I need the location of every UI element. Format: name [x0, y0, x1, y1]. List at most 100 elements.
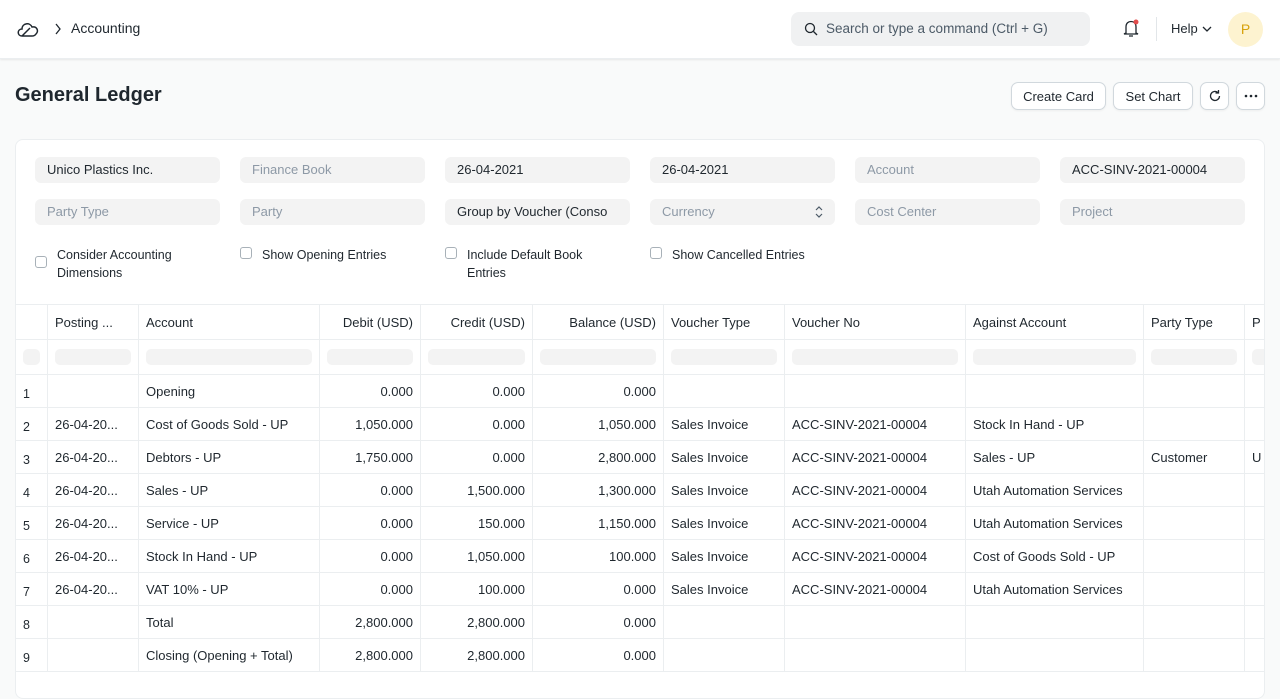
app-logo[interactable] — [16, 18, 40, 40]
table-cell: ACC-SINV-2021-00004 — [785, 507, 966, 540]
row-index: 3 — [16, 441, 48, 474]
column-header[interactable]: Voucher No — [785, 305, 966, 340]
column-header[interactable]: Credit (USD) — [421, 305, 533, 340]
row-index: 2 — [16, 408, 48, 441]
checkbox-label[interactable]: Show Cancelled Entries — [672, 246, 812, 264]
table-cell — [1144, 573, 1245, 606]
button[interactable]: Set Chart — [1113, 82, 1193, 110]
column-filter[interactable] — [1151, 349, 1237, 365]
column-filter[interactable] — [23, 349, 40, 365]
table-cell: 0.000 — [533, 639, 664, 672]
column-filter[interactable] — [146, 349, 312, 365]
filter-cell — [139, 340, 320, 375]
checkbox-label[interactable]: Consider Accounting Dimensions — [57, 246, 197, 282]
filter-cell — [16, 340, 48, 375]
table-cell — [1245, 573, 1265, 606]
filter-text: Party — [252, 199, 413, 225]
filter-input[interactable]: 26-04-2021 — [650, 157, 835, 183]
table-cell: 1,500.000 — [421, 474, 533, 507]
filter-input[interactable]: Finance Book — [240, 157, 425, 183]
navbar: Accounting Search or type a command (Ctr… — [0, 0, 1280, 59]
filter-text: ACC-SINV-2021-00004 — [1072, 157, 1233, 183]
checkbox-label[interactable]: Show Opening Entries — [262, 246, 402, 264]
table-cell — [966, 375, 1144, 408]
breadcrumb[interactable]: Accounting — [71, 20, 140, 36]
table-cell: Cost of Goods Sold - UP — [139, 408, 320, 441]
table-cell: U — [1245, 441, 1265, 474]
table-cell: 26-04-20... — [48, 540, 139, 573]
column-header[interactable]: Debit (USD) — [320, 305, 421, 340]
more-button[interactable] — [1236, 82, 1265, 110]
table-cell: 0.000 — [320, 573, 421, 606]
column-header[interactable]: Posting ... — [48, 305, 139, 340]
column-filter[interactable] — [428, 349, 525, 365]
search-icon — [804, 22, 818, 36]
table-cell — [1245, 639, 1265, 672]
table-cell: ACC-SINV-2021-00004 — [785, 474, 966, 507]
column-filter[interactable] — [55, 349, 131, 365]
column-filter[interactable] — [792, 349, 958, 365]
table-cell — [1144, 639, 1245, 672]
filter-cell — [785, 340, 966, 375]
refresh-button[interactable] — [1200, 82, 1229, 110]
filter-input[interactable]: Currency — [650, 199, 835, 225]
row-index: 5 — [16, 507, 48, 540]
table-cell — [1144, 540, 1245, 573]
table-cell: 26-04-20... — [48, 441, 139, 474]
column-header[interactable]: Account — [139, 305, 320, 340]
table-cell — [1245, 375, 1265, 408]
filter-input[interactable]: Party — [240, 199, 425, 225]
table-cell — [1245, 507, 1265, 540]
table-cell: Utah Automation Services — [966, 573, 1144, 606]
table-cell — [785, 606, 966, 639]
table-cell: 1,750.000 — [320, 441, 421, 474]
divider — [1156, 17, 1157, 41]
filter-input[interactable]: Party Type — [35, 199, 220, 225]
column-filter[interactable] — [540, 349, 656, 365]
filter-input[interactable]: Account — [855, 157, 1040, 183]
table-cell: Utah Automation Services — [966, 474, 1144, 507]
report-card: Unico Plastics Inc. Finance Book 26-04-202… — [15, 139, 1265, 699]
filter-input[interactable]: Cost Center — [855, 199, 1040, 225]
button[interactable]: Create Card — [1011, 82, 1106, 110]
column-header[interactable]: P — [1245, 305, 1265, 340]
column-filter[interactable] — [327, 349, 413, 365]
table-cell: 0.000 — [320, 540, 421, 573]
filter-cell — [421, 340, 533, 375]
avatar[interactable]: P — [1228, 12, 1263, 47]
table-cell: 0.000 — [533, 573, 664, 606]
table-cell: Customer — [1144, 441, 1245, 474]
checkbox-label[interactable]: Include Default Book Entries — [467, 246, 607, 282]
column-header[interactable]: Against Account — [966, 305, 1144, 340]
table-cell: 26-04-20... — [48, 474, 139, 507]
column-header[interactable]: Party Type — [1144, 305, 1245, 340]
checkbox[interactable] — [240, 247, 252, 259]
column-filter[interactable] — [1252, 349, 1265, 365]
filter-input[interactable]: ACC-SINV-2021-00004 — [1060, 157, 1245, 183]
help-menu[interactable]: Help — [1171, 21, 1198, 36]
table-cell: Stock In Hand - UP — [139, 540, 320, 573]
column-filter[interactable] — [671, 349, 777, 365]
column-header[interactable]: Balance (USD) — [533, 305, 664, 340]
select-arrows — [815, 206, 823, 218]
filter-input[interactable]: Group by Voucher (Conso — [445, 199, 630, 225]
table-cell — [1144, 375, 1245, 408]
column-filter[interactable] — [973, 349, 1136, 365]
column-header[interactable]: Voucher Type — [664, 305, 785, 340]
table-cell: Sales Invoice — [664, 573, 785, 606]
table-cell — [1144, 474, 1245, 507]
column-header[interactable] — [16, 305, 48, 340]
search-bar[interactable]: Search or type a command (Ctrl + G) — [791, 12, 1090, 46]
checkbox[interactable] — [650, 247, 662, 259]
filter-input[interactable]: Project — [1060, 199, 1245, 225]
filter-cell — [966, 340, 1144, 375]
notifications[interactable] — [1123, 19, 1141, 39]
checkbox[interactable] — [35, 256, 47, 268]
filter-input[interactable]: 26-04-2021 — [445, 157, 630, 183]
checkbox[interactable] — [445, 247, 457, 259]
table-cell — [1144, 507, 1245, 540]
row-index: 8 — [16, 606, 48, 639]
table-cell: Sales Invoice — [664, 441, 785, 474]
filter-input[interactable]: Unico Plastics Inc. — [35, 157, 220, 183]
table-cell — [664, 606, 785, 639]
